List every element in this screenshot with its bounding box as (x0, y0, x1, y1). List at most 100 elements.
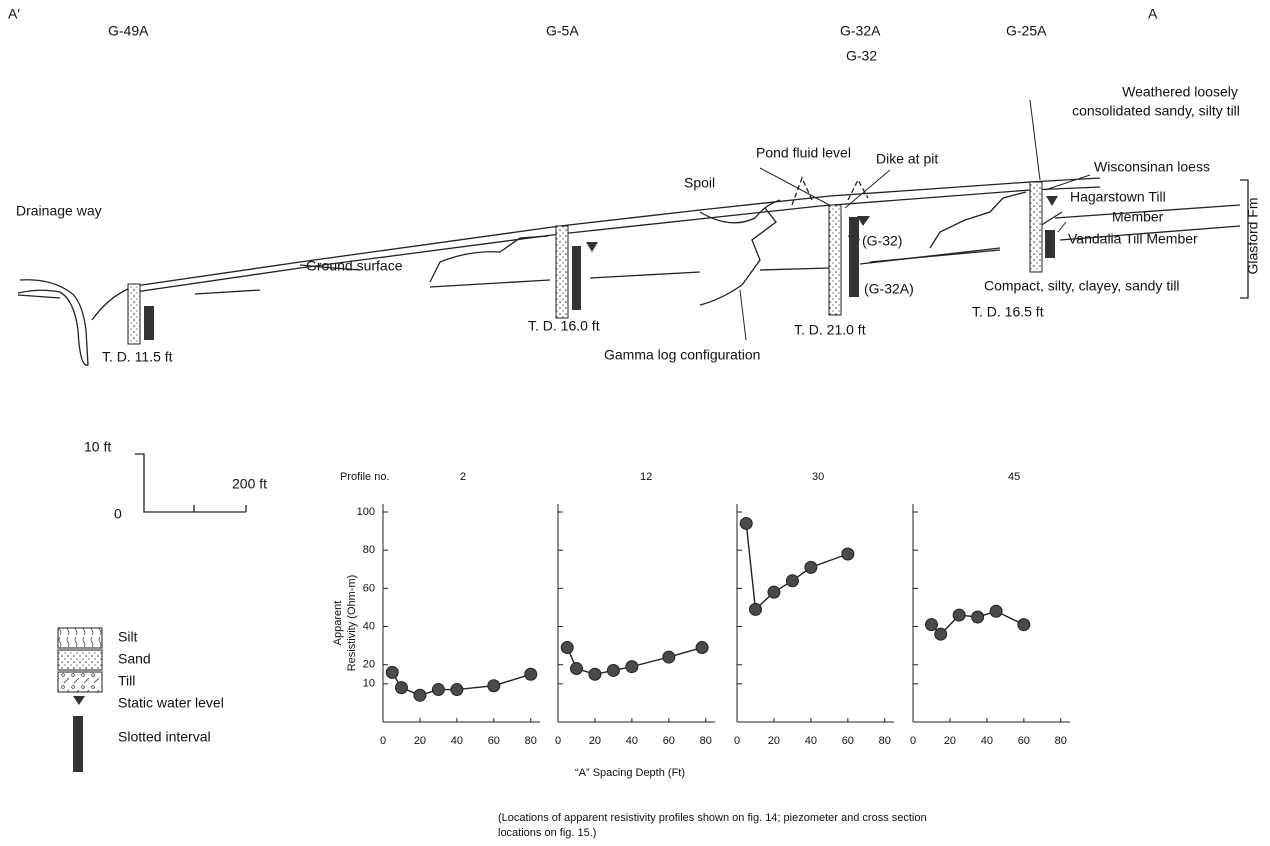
data-point (432, 684, 444, 696)
label: Gamma log configuration (604, 347, 760, 363)
label: Weathered loosely (1122, 84, 1238, 100)
data-point (786, 575, 798, 587)
x-tick-label: 0 (734, 735, 740, 747)
label: Dike at pit (876, 151, 938, 167)
x-tick-label: 40 (451, 735, 463, 747)
y-axis-label: Resistivity (Ohm-m) (346, 575, 358, 672)
y-tick-label: 10 (363, 678, 375, 690)
caption: locations on fig. 15.) (498, 827, 596, 839)
data-point (570, 663, 582, 675)
data-point (990, 605, 1002, 617)
data-point (395, 682, 407, 694)
x-tick-label: 20 (768, 735, 780, 747)
x-tick-label: 60 (663, 735, 675, 747)
x-tick-label: 0 (910, 735, 916, 747)
chart-title: 30 (812, 471, 824, 483)
data-point (740, 517, 752, 529)
well-name: G-5A (546, 23, 579, 39)
data-line (746, 523, 848, 609)
data-point (925, 619, 937, 631)
label: Drainage way (16, 203, 102, 219)
scale-label: 10 ft (84, 439, 111, 455)
data-point (451, 684, 463, 696)
chart-title: 12 (640, 471, 652, 483)
data-point (561, 642, 573, 654)
data-point (663, 651, 675, 663)
y-tick-label: 60 (363, 582, 375, 594)
data-point (626, 661, 638, 673)
data-point (525, 668, 537, 680)
well-name: G-25A (1006, 23, 1047, 39)
x-tick-label: 60 (1018, 735, 1030, 747)
well-name: G-49A (108, 23, 149, 39)
y-tick-label: 100 (357, 506, 375, 518)
x-tick-label: 80 (879, 735, 891, 747)
depth-label: T. D. 11.5 ft (102, 349, 173, 365)
label: Spoil (684, 175, 715, 191)
label: Glasford Fm (1245, 197, 1261, 274)
data-point (488, 680, 500, 692)
depth-label: T. D. 16.0 ft (528, 318, 600, 334)
y-axis-label: Apparent (332, 601, 344, 646)
x-tick-label: 20 (589, 735, 601, 747)
x-tick-label: 80 (1055, 735, 1067, 747)
label: Compact, silty, clayey, sandy till (984, 278, 1180, 294)
scale (135, 454, 246, 512)
data-point (607, 664, 619, 676)
x-tick-label: 20 (944, 735, 956, 747)
legend-label: Slotted interval (118, 729, 211, 745)
depth-label: T. D. 16.5 ft (972, 304, 1044, 320)
data-point (589, 668, 601, 680)
y-tick-label: 20 (363, 659, 375, 671)
chart-title: 45 (1008, 471, 1020, 483)
label: Hagarstown Till (1070, 189, 1166, 205)
label: (G-32A) (864, 281, 914, 297)
figure: A′ A G-49A G-5A G-32A G-32 G-25A Drainag… (0, 0, 1270, 846)
legend-label: Static water level (118, 695, 224, 711)
data-point (935, 628, 947, 640)
scale-label: 200 ft (232, 476, 267, 492)
y-tick-label: 40 (363, 620, 375, 632)
x-tick-label: 0 (380, 735, 386, 747)
data-point (953, 609, 965, 621)
depth-label: T. D. 21.0 ft (794, 322, 866, 338)
data-point (749, 603, 761, 615)
legend-label: Sand (118, 651, 151, 667)
label: consolidated sandy, silty till (1072, 103, 1240, 119)
x-tick-label: 20 (414, 735, 426, 747)
caption: (Locations of apparent resistivity profi… (498, 812, 927, 824)
x-tick-label: 60 (488, 735, 500, 747)
data-point (696, 642, 708, 654)
legend-label: Till (118, 673, 135, 689)
section-lines (18, 100, 1248, 365)
legend-swatches (58, 628, 102, 772)
data-point (805, 561, 817, 573)
x-tick-label: 80 (525, 735, 537, 747)
x-tick-label: 60 (842, 735, 854, 747)
x-tick-label: 80 (700, 735, 712, 747)
label: Pond fluid level (756, 145, 851, 161)
profile-label: Profile no. (340, 471, 390, 483)
well-name: G-32 (846, 48, 877, 64)
chart-title: 2 (460, 471, 466, 483)
y-tick-label: 80 (363, 544, 375, 556)
label: (G-32) (862, 233, 902, 249)
data-point (972, 611, 984, 623)
x-tick-label: 40 (981, 735, 993, 747)
label: Wisconsinan loess (1094, 159, 1210, 175)
data-point (386, 666, 398, 678)
x-tick-label: 0 (555, 735, 561, 747)
x-tick-label: 40 (805, 735, 817, 747)
x-axis-label: “A” Spacing Depth (Ft) (575, 767, 685, 779)
section-end: A′ (8, 6, 20, 22)
data-point (1018, 619, 1030, 631)
data-point (414, 689, 426, 701)
label: Vandalia Till Member (1068, 231, 1198, 247)
data-point (768, 586, 780, 598)
legend-label: Silt (118, 629, 138, 645)
well-name: G-32A (840, 23, 881, 39)
data-point (842, 548, 854, 560)
scale-label: 0 (114, 506, 122, 522)
x-tick-label: 40 (626, 735, 638, 747)
section-end: A (1148, 6, 1158, 22)
